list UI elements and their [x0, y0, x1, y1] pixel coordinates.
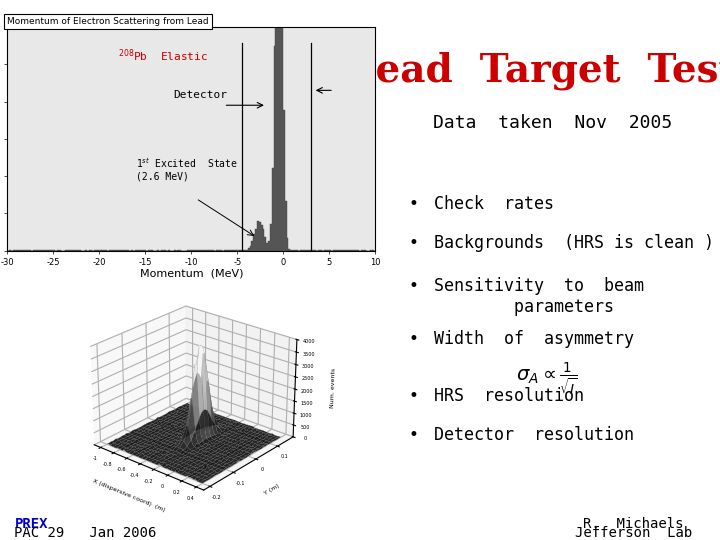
Text: $^{208}$Pb  Elastic: $^{208}$Pb Elastic — [117, 48, 207, 64]
Text: R.  Michaels: R. Michaels — [583, 517, 684, 531]
Text: Data  taken  Nov  2005: Data taken Nov 2005 — [433, 113, 672, 132]
Y-axis label: Y (m): Y (m) — [264, 483, 281, 496]
Text: •: • — [409, 426, 418, 444]
X-axis label: Momentum  (MeV): Momentum (MeV) — [140, 268, 243, 279]
Text: PREX: PREX — [14, 517, 48, 531]
Text: Detector  resolution: Detector resolution — [434, 426, 634, 444]
Text: Width  of  asymmetry: Width of asymmetry — [434, 330, 634, 348]
Text: Sensitivity  to  beam
        parameters: Sensitivity to beam parameters — [434, 277, 644, 316]
Text: •: • — [409, 277, 418, 295]
Text: 1$^{st}$ Excited  State
(2.6 MeV): 1$^{st}$ Excited State (2.6 MeV) — [136, 157, 238, 182]
X-axis label: X (dispersive coord)  (m): X (dispersive coord) (m) — [91, 478, 166, 513]
Text: Check  rates: Check rates — [434, 195, 554, 213]
Text: Backgrounds  (HRS is clean ): Backgrounds (HRS is clean ) — [434, 234, 714, 252]
Text: PAC 29   Jan 2006: PAC 29 Jan 2006 — [14, 526, 157, 540]
Text: Detector: Detector — [174, 90, 228, 100]
Text: •: • — [409, 330, 418, 348]
Text: Jefferson  Lab: Jefferson Lab — [575, 526, 692, 540]
Text: •: • — [409, 195, 418, 213]
Text: HRS  resolution: HRS resolution — [434, 388, 584, 406]
Text: •: • — [409, 388, 418, 406]
Polygon shape — [7, 0, 375, 251]
Text: •: • — [409, 234, 418, 252]
Text: Lead  Target  Tests: Lead Target Tests — [348, 51, 720, 90]
Text: Momentum of Electron Scattering from Lead: Momentum of Electron Scattering from Lea… — [7, 17, 209, 26]
Text: $\sigma_A \propto \frac{1}{\sqrt{I}}$: $\sigma_A \propto \frac{1}{\sqrt{I}}$ — [516, 361, 577, 399]
